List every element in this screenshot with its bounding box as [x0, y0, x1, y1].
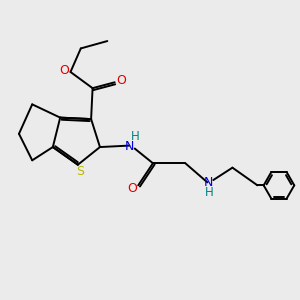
Text: O: O — [59, 64, 69, 77]
Text: N: N — [203, 176, 213, 190]
Text: H: H — [205, 186, 213, 199]
Text: S: S — [76, 165, 84, 178]
Text: N: N — [125, 140, 134, 153]
Text: O: O — [116, 74, 126, 87]
Text: H: H — [131, 130, 140, 143]
Text: O: O — [127, 182, 137, 195]
